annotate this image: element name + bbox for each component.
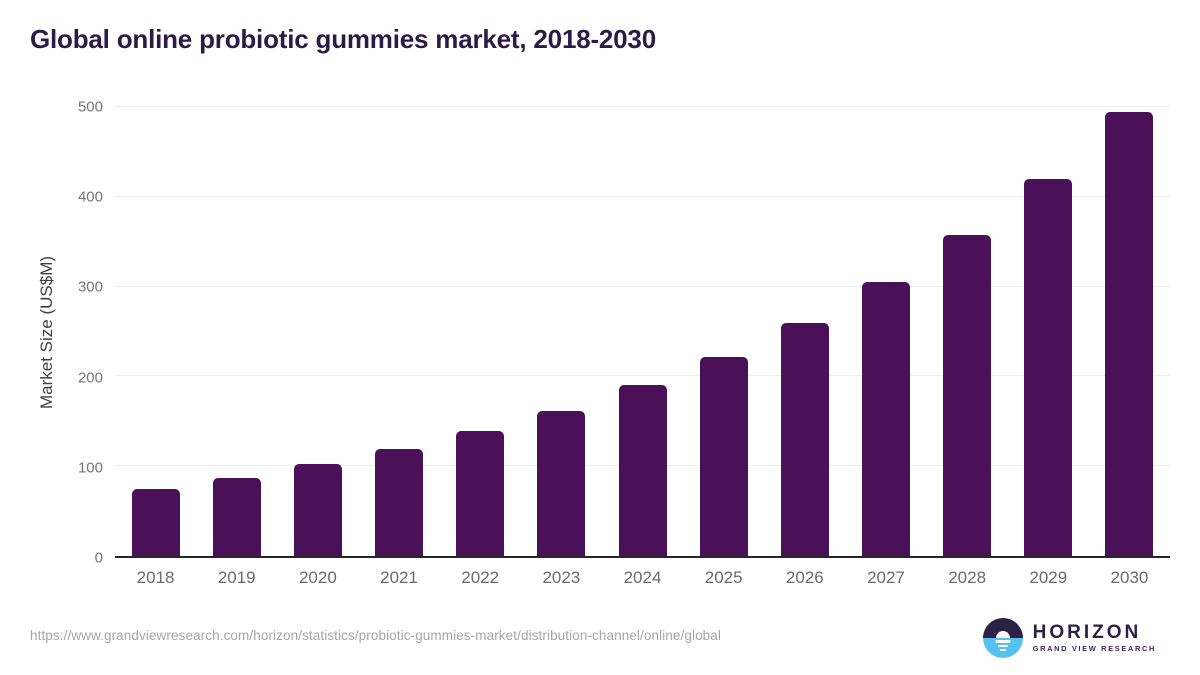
bar-slot-2018 <box>115 107 196 556</box>
water-reflection-line <box>999 649 1006 651</box>
y-tick-label-100: 100 <box>77 459 103 477</box>
x-tick-label-2024: 2024 <box>623 568 662 587</box>
gridline-200 <box>115 375 1170 377</box>
bar-slot-2025 <box>683 107 764 556</box>
bar-slot-2024 <box>602 107 683 556</box>
source-url: https://www.grandviewresearch.com/horizo… <box>30 628 721 643</box>
bar-slot-2026 <box>764 107 845 556</box>
bar-slot-2028 <box>927 107 1008 556</box>
x-tick-label-2029: 2029 <box>1029 568 1068 587</box>
x-tick-label-2027: 2027 <box>867 568 905 587</box>
x-tick-label-2021: 2021 <box>380 568 418 587</box>
bar-2028 <box>943 234 992 556</box>
sun-icon <box>995 631 1010 638</box>
bar-2026 <box>780 322 829 556</box>
bar-slot-2023 <box>521 107 602 556</box>
y-tick-label-200: 200 <box>77 369 103 387</box>
x-tick-label-2023: 2023 <box>542 568 581 587</box>
logo-name: HORIZON <box>1032 621 1142 643</box>
water-reflection-line <box>997 645 1008 647</box>
bar-2019 <box>212 477 261 556</box>
x-tick-label-2028: 2028 <box>948 568 987 587</box>
y-tick-label-400: 400 <box>77 188 103 206</box>
bar-2018 <box>131 488 180 556</box>
horizon-logo: HORIZON GRAND VIEW RESEARCH <box>982 618 1156 658</box>
x-tick-label-2022: 2022 <box>461 568 500 587</box>
bar-slot-2027 <box>845 107 926 556</box>
bar-slot-2029 <box>1008 107 1089 556</box>
bar-slot-2020 <box>277 107 358 556</box>
y-tick-label-500: 500 <box>77 98 103 116</box>
y-tick-label-0: 0 <box>94 549 103 567</box>
x-tick-label-2019: 2019 <box>217 568 256 587</box>
x-tick-label-2020: 2020 <box>298 568 337 587</box>
x-tick-label-2026: 2026 <box>785 568 824 587</box>
y-axis-ticks: 0 100 200 300 400 500 <box>0 99 103 567</box>
bar-2029 <box>1024 178 1073 556</box>
bar-2021 <box>375 449 424 556</box>
water-reflection-line <box>995 640 1011 643</box>
horizon-logo-text: HORIZON GRAND VIEW RESEARCH <box>1032 621 1156 654</box>
x-tick-label-2030: 2030 <box>1110 568 1149 587</box>
bar-slot-2021 <box>358 107 439 556</box>
logo-subtitle: GRAND VIEW RESEARCH <box>1032 644 1156 654</box>
x-tick-label-2025: 2025 <box>704 568 743 587</box>
gridline-500 <box>115 106 1170 107</box>
x-tick-label-2018: 2018 <box>136 568 175 587</box>
page-title: Global online probiotic gummies market, … <box>30 24 656 54</box>
bar-2024 <box>618 385 667 556</box>
horizon-sun-over-water-icon <box>982 618 1023 658</box>
bar-series <box>115 107 1170 556</box>
bar-2020 <box>293 464 342 556</box>
bar-slot-2019 <box>196 107 277 556</box>
bar-2025 <box>699 356 748 556</box>
bar-2022 <box>456 431 505 556</box>
bar-2027 <box>861 282 910 556</box>
gridline-400 <box>115 195 1170 197</box>
bar-2023 <box>537 410 586 556</box>
x-axis-labels: 2018 2019 2020 2021 2022 2023 2024 2025 2026 2027… <box>115 568 1170 588</box>
y-tick-label-300: 300 <box>77 278 103 296</box>
bar-2030 <box>1105 111 1154 556</box>
plot-area <box>115 106 1170 558</box>
bar-slot-2022 <box>440 107 521 556</box>
bar-slot-2030 <box>1089 107 1170 556</box>
gridline-300 <box>115 285 1170 287</box>
